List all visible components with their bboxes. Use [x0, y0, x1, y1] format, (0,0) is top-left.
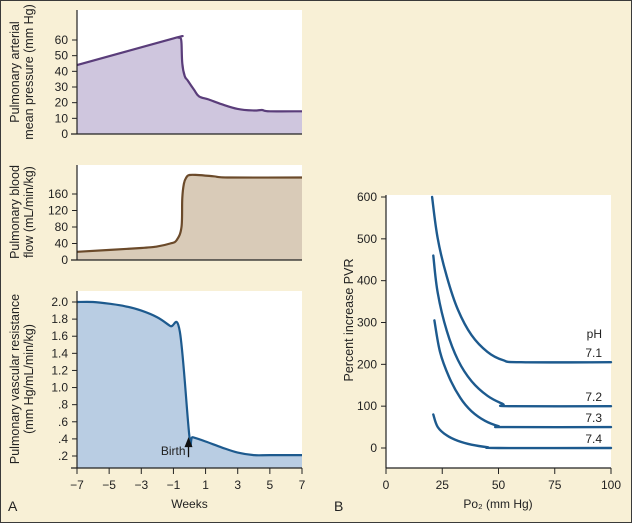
- y-tick-label: .4: [58, 432, 68, 446]
- birth-arrow-icon: [184, 437, 193, 448]
- data-line: [76, 34, 303, 113]
- y-tick-label: 40: [55, 237, 69, 251]
- series-line-ph-7-2: [432, 254, 613, 408]
- y-tick-label: 40: [55, 64, 69, 78]
- data-line: [76, 300, 302, 457]
- series-label: 7.2: [585, 390, 602, 404]
- y-tick-label: .2: [58, 449, 68, 463]
- y-tick-label: 80: [55, 220, 69, 234]
- x-tick-label: −3: [134, 478, 148, 492]
- x-tick-label: −1: [167, 478, 181, 492]
- y-tick-label: 50: [55, 49, 69, 63]
- plot-background: [386, 195, 611, 468]
- y-tick-label: 20: [55, 96, 69, 110]
- y-tick-label: 500: [357, 232, 377, 246]
- y-tick-label: .8: [58, 398, 68, 412]
- y-tick-label: 30: [55, 80, 69, 94]
- series-line-ph-7-1: [430, 195, 613, 364]
- y-axis-label: Pulmonary blood: [8, 165, 22, 259]
- panel-a-chart-3: .2 .4 .6 .8 1.0 1.2 1.4 1.6 1.8 2.0 Pulmonary vasc…: [8, 291, 306, 514]
- x-axis-label: Po₂ (mm Hg): [463, 497, 532, 511]
- x-tick-label: 3: [234, 478, 241, 492]
- x-tick-label: −7: [70, 478, 84, 492]
- y-tick-label: 1.2: [51, 363, 68, 377]
- y-tick-label: 120: [48, 204, 68, 218]
- y-axis-label: flow (mL/min/kg): [22, 166, 36, 258]
- x-axis-label: Weeks: [171, 497, 207, 511]
- x-tick-label: 1: [202, 478, 209, 492]
- y-tick-label: 160: [48, 187, 68, 201]
- series-line-ph-7-3: [433, 319, 613, 429]
- series-label: 7.4: [585, 432, 602, 446]
- series-label: 7.3: [585, 411, 602, 425]
- y-tick-label: 100: [357, 399, 377, 413]
- y-axis-label: Pulmonary vascular resistance: [8, 294, 22, 464]
- y-tick-label: 2.0: [51, 295, 68, 309]
- x-tick-label: 5: [267, 478, 274, 492]
- area-fill: [77, 301, 302, 468]
- x-tick-label: 25: [436, 478, 450, 492]
- x-tick-label: 75: [548, 478, 562, 492]
- y-tick-label: 10: [55, 111, 69, 125]
- y-tick-label: 0: [370, 441, 377, 455]
- panel-label-b: B: [334, 498, 343, 514]
- y-tick-label: 200: [357, 357, 377, 371]
- x-tick-label: 50: [492, 478, 506, 492]
- data-line: [76, 173, 303, 253]
- y-tick-label: 400: [357, 274, 377, 288]
- series-label: 7.1: [585, 346, 602, 360]
- y-tick-label: 1.6: [51, 329, 68, 343]
- y-tick-label: .6: [58, 415, 68, 429]
- panel-a-chart-2: 0 40 80 120 160 Pulmonary blood flow (mL/min/k…: [8, 165, 303, 267]
- series-line-ph-7-4: [432, 413, 613, 450]
- area-fill: [77, 174, 302, 260]
- y-tick-label: 600: [357, 190, 377, 204]
- y-axis-label: (mm Hg/mL/min/kg): [22, 324, 36, 434]
- y-axis-label: Percent increase PVR: [342, 259, 356, 382]
- x-tick-label: 0: [383, 478, 390, 492]
- y-tick-label: 1.8: [51, 312, 68, 326]
- y-tick-label: 0: [61, 127, 68, 141]
- y-tick-label: 1.0: [51, 381, 68, 395]
- y-axis-label: Pulmonary arterial: [8, 21, 22, 122]
- birth-annotation: Birth: [161, 444, 186, 458]
- legend-title: pH: [587, 327, 602, 341]
- y-tick-label: 1.4: [51, 346, 68, 360]
- y-tick-label: 60: [55, 33, 69, 47]
- panel-label-a: A: [8, 498, 18, 514]
- y-axis-label: mean pressure (mm Hg): [22, 4, 36, 139]
- x-tick-label: −5: [102, 478, 116, 492]
- x-tick-label: 100: [601, 478, 621, 492]
- y-tick-label: 300: [357, 316, 377, 330]
- y-tick-label: 0: [61, 253, 68, 267]
- panel-b-chart: 0 100 200 300 400 500 600 0 25 50 75 100 Percent inc…: [334, 190, 621, 514]
- x-tick-label: 7: [299, 478, 306, 492]
